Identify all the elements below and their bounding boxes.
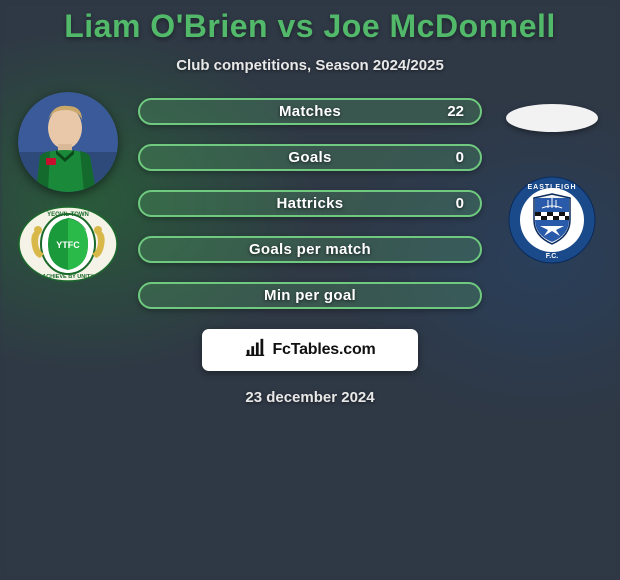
player-photo-right-placeholder [506, 104, 598, 132]
stat-label: Min per goal [264, 287, 356, 304]
stat-label: Goals [288, 149, 331, 166]
chart-icon [244, 337, 266, 364]
club-badge-yeovil: YEOVIL TOWN ACHIEVE BY UNITY YTFC [18, 206, 118, 282]
stat-bar-hattricks: Hattricks 0 [138, 190, 482, 217]
source-badge: FcTables.com [202, 329, 418, 371]
stat-bar-matches: Matches 22 [138, 98, 482, 125]
stat-bar-goals: Goals 0 [138, 144, 482, 171]
right-player-column: EASTLEIGH F.C. [492, 98, 612, 264]
left-player-column: YEOVIL TOWN ACHIEVE BY UNITY YTFC [8, 98, 128, 282]
infographic-content: Liam O'Brien vs Joe McDonnell Club compe… [0, 0, 620, 580]
subtitle: Club competitions, Season 2024/2025 [0, 57, 620, 74]
svg-text:YEOVIL TOWN: YEOVIL TOWN [47, 212, 89, 218]
stat-value: 0 [456, 195, 464, 212]
main-row: YEOVIL TOWN ACHIEVE BY UNITY YTFC Matche… [0, 98, 620, 309]
stat-value: 22 [447, 103, 464, 120]
svg-text:ACHIEVE BY UNITY: ACHIEVE BY UNITY [42, 274, 94, 280]
stat-label: Hattricks [277, 195, 344, 212]
stat-bar-min-per-goal: Min per goal [138, 282, 482, 309]
svg-text:EASTLEIGH: EASTLEIGH [527, 184, 576, 191]
svg-text:F.C.: F.C. [546, 253, 559, 260]
svg-text:YTFC: YTFC [56, 240, 80, 250]
date-label: 23 december 2024 [0, 389, 620, 406]
page-title: Liam O'Brien vs Joe McDonnell [0, 0, 620, 45]
player-photo-left [18, 92, 118, 192]
stat-bar-goals-per-match: Goals per match [138, 236, 482, 263]
stat-bars: Matches 22 Goals 0 Hattricks 0 Goals per… [128, 98, 492, 309]
source-label: FcTables.com [272, 341, 375, 359]
stat-value: 0 [456, 149, 464, 166]
stat-label: Matches [279, 103, 341, 120]
club-badge-eastleigh: EASTLEIGH F.C. [508, 176, 596, 264]
stat-label: Goals per match [249, 241, 371, 258]
